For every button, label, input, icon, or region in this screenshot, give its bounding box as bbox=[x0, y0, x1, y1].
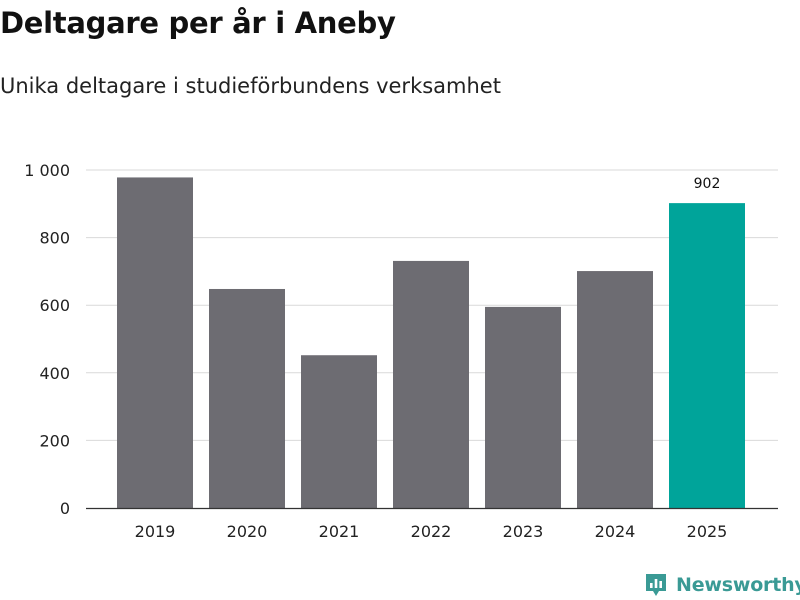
x-tick-label: 2020 bbox=[227, 522, 268, 541]
y-tick-label: 400 bbox=[39, 364, 70, 383]
bar bbox=[669, 203, 745, 508]
x-tick-label: 2025 bbox=[687, 522, 728, 541]
x-tick-label: 2021 bbox=[319, 522, 360, 541]
y-tick-label: 200 bbox=[39, 431, 70, 450]
branding: Newsworthy bbox=[644, 570, 800, 600]
bar bbox=[301, 355, 377, 508]
data-label: 902 bbox=[694, 176, 721, 192]
chart-subtitle: Unika deltagare i studieförbundens verks… bbox=[0, 74, 501, 98]
y-tick-label: 1 000 bbox=[24, 161, 70, 180]
x-tick-label: 2023 bbox=[503, 522, 544, 541]
newsworthy-logo-icon bbox=[646, 574, 666, 596]
bar bbox=[393, 260, 469, 508]
y-tick-label: 600 bbox=[39, 296, 70, 315]
x-tick-label: 2019 bbox=[135, 522, 176, 541]
bar bbox=[117, 177, 193, 508]
y-tick-label: 800 bbox=[39, 229, 70, 248]
x-tick-label: 2024 bbox=[595, 522, 636, 541]
bar bbox=[485, 306, 561, 508]
brand-name: Newsworthy bbox=[676, 574, 800, 596]
chart-title: Deltagare per år i Aneby bbox=[0, 6, 396, 40]
x-tick-label: 2022 bbox=[411, 522, 452, 541]
bar bbox=[209, 288, 285, 508]
y-tick-label: 0 bbox=[60, 499, 70, 518]
bar bbox=[577, 271, 653, 508]
